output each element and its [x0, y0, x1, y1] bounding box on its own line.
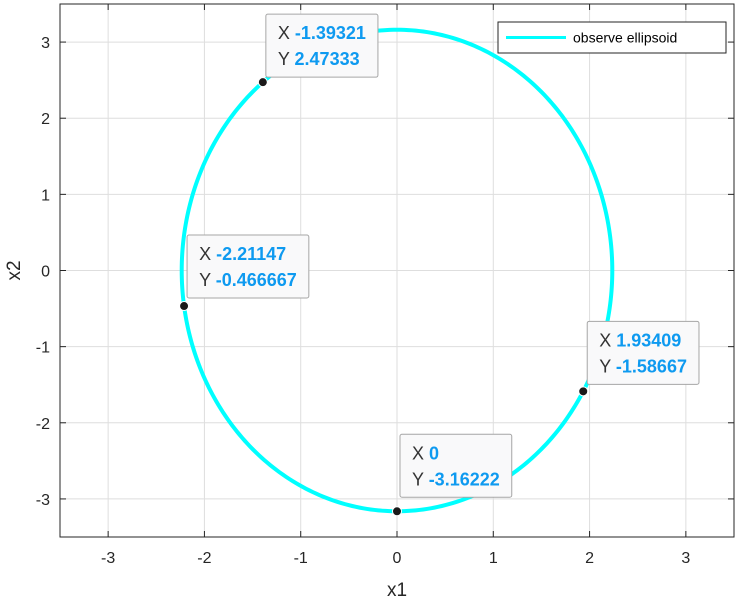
data-tip-x-value: -1.39321: [295, 23, 366, 43]
data-tip-y-value: -0.466667: [216, 270, 297, 290]
x-axis-label: x1: [387, 580, 407, 600]
x-tick-label: -3: [101, 550, 115, 567]
data-tip-y-value: -1.58667: [616, 356, 687, 376]
x-tick-label: 2: [585, 550, 594, 567]
legend: observe ellipsoid: [497, 21, 727, 54]
y-tick-label: 1: [41, 187, 50, 204]
y-axis-label: x2: [4, 260, 25, 280]
data-tip[interactable]: X 0Y -3.16222: [392, 433, 513, 517]
legend-entry-observe-ellipsoid: observe ellipsoid: [573, 30, 677, 46]
x-tick-label: 0: [393, 550, 402, 567]
data-tip-x-line: X -1.39321: [278, 23, 366, 43]
data-tip-box: [399, 433, 513, 498]
data-tip-x-key: X: [599, 330, 616, 350]
data-tip-y-key: Y: [599, 356, 616, 376]
data-tip-marker[interactable]: [179, 301, 190, 312]
data-tip-y-value: 2.47333: [295, 49, 360, 69]
data-tip-y-key: Y: [412, 469, 429, 489]
axis-ticks: -3 -2 -1 0 1 2 3 -3 -2 -1 0 1 2 3: [36, 4, 734, 567]
x-tick-label: 3: [681, 550, 690, 567]
data-tip-x-key: X: [412, 443, 429, 463]
y-tick-label: -1: [36, 340, 50, 357]
data-tip-marker[interactable]: [392, 506, 402, 517]
data-tip-marker[interactable]: [578, 386, 589, 397]
data-tip-y-key: Y: [199, 270, 216, 290]
y-tick-label: -2: [36, 416, 50, 433]
data-tip-box: [265, 13, 379, 78]
data-tip-y-line: Y -0.466667: [199, 270, 297, 290]
data-tip-y-line: Y -3.16222: [412, 469, 500, 489]
x-tick-label: 1: [489, 550, 498, 567]
x-tick-label: -1: [294, 550, 308, 567]
data-tip-x-value: -2.21147: [216, 244, 286, 264]
data-tip-box: [586, 320, 700, 385]
x-tick-label: -2: [197, 550, 211, 567]
data-tip-x-value: 0: [429, 443, 439, 463]
data-tip-y-line: Y 2.47333: [278, 49, 360, 69]
y-tick-label: 0: [41, 264, 50, 281]
y-tick-label: 2: [41, 111, 50, 128]
data-tip-y-key: Y: [278, 49, 295, 69]
data-tip-x-key: X: [278, 23, 295, 43]
data-tip-y-line: Y -1.58667: [599, 356, 687, 376]
data-tip-x-line: X 1.93409: [599, 330, 681, 350]
y-tick-label: -3: [36, 492, 50, 509]
data-tip-x-value: 1.93409: [616, 330, 681, 350]
data-tip-x-line: X 0: [412, 443, 439, 463]
data-tip-x-key: X: [199, 244, 216, 264]
y-tick-label: 3: [41, 35, 50, 52]
data-tip-box: [186, 234, 310, 299]
data-tip-marker[interactable]: [257, 77, 268, 88]
data-tip-y-value: -3.16222: [429, 469, 500, 489]
data-tip-x-line: X -2.21147: [199, 244, 286, 264]
